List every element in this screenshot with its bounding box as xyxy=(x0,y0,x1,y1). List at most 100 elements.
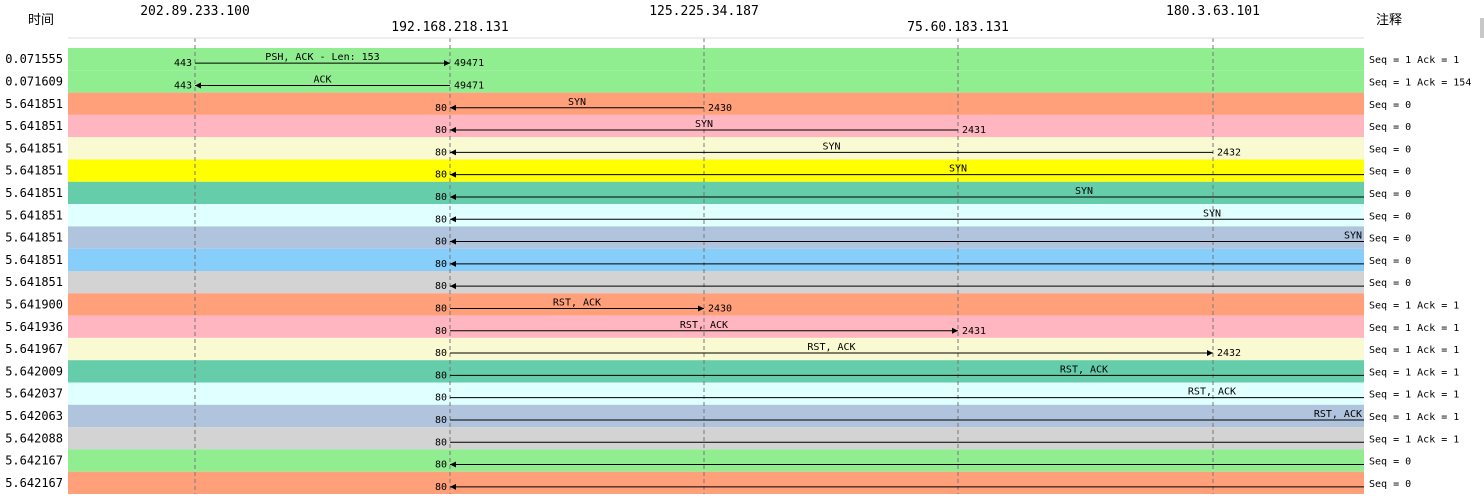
src-port: 80 xyxy=(435,326,447,337)
src-port: 80 xyxy=(435,281,447,292)
rows-layer: 0.071555 Seq = 1 Ack = 1 0.071609 Seq = 1 A… xyxy=(5,48,1471,494)
host-label: 125.225.34.187 xyxy=(649,4,759,19)
src-port: 80 xyxy=(435,415,447,426)
row-background[interactable] xyxy=(68,226,1364,249)
row-time: 5.641851 xyxy=(5,253,63,267)
row-time: 5.641936 xyxy=(5,320,63,334)
packet-message: SYN xyxy=(822,141,840,152)
row-time: 5.642088 xyxy=(5,431,63,445)
row-background[interactable] xyxy=(68,404,1364,428)
dst-port: 2430 xyxy=(708,303,732,314)
row-background[interactable] xyxy=(68,449,1364,472)
packet-message: RST, ACK xyxy=(680,320,728,331)
row-time: 0.071609 xyxy=(5,74,63,88)
row-note: Seq = 0 xyxy=(1369,100,1411,111)
dst-port: 2431 xyxy=(962,125,986,136)
arrowhead-right-icon xyxy=(444,60,450,67)
row-background[interactable] xyxy=(68,248,1364,271)
row-note: Seq = 0 xyxy=(1369,122,1411,133)
row-background[interactable] xyxy=(68,92,1364,115)
row-note: Seq = 0 xyxy=(1369,167,1411,178)
row-time: 5.641851 xyxy=(5,186,63,200)
src-port: 80 xyxy=(435,348,447,359)
arrowhead-left-icon xyxy=(450,127,456,134)
src-port: 80 xyxy=(435,170,447,181)
arrowhead-left-icon xyxy=(450,149,456,156)
row-note: Seq = 1 Ack = 1 xyxy=(1369,323,1459,334)
row-note: Seq = 0 xyxy=(1369,211,1411,222)
arrowhead-left-icon xyxy=(450,238,456,245)
row-note: Seq = 1 Ack = 154 xyxy=(1369,77,1471,88)
row-background[interactable] xyxy=(68,204,1364,227)
src-port: 80 xyxy=(435,482,447,493)
arrowhead-left-icon xyxy=(450,104,456,111)
dst-port: 2430 xyxy=(708,103,732,114)
src-port: 80 xyxy=(435,214,447,225)
row-time: 5.642167 xyxy=(5,476,63,490)
row-note: Seq = 1 Ack = 1 xyxy=(1369,300,1459,311)
host-label: 192.168.218.131 xyxy=(391,20,508,35)
row-background[interactable] xyxy=(68,48,1364,71)
packet-message: SYN xyxy=(949,164,967,175)
row-time: 5.641967 xyxy=(5,342,63,356)
host-label: 202.89.233.100 xyxy=(140,4,250,19)
time-column-header: 时间 xyxy=(28,13,54,28)
row-background[interactable] xyxy=(68,114,1364,138)
src-port: 80 xyxy=(435,370,447,381)
note-column-header: 注释 xyxy=(1376,13,1402,28)
row-note: Seq = 1 Ack = 1 xyxy=(1369,345,1459,356)
row-background[interactable] xyxy=(68,159,1364,182)
arrows-layer: 443 49471 PSH, ACK - Len: 153 443 49471 ACK 80… xyxy=(174,52,1364,493)
row-note: Seq = 1 Ack = 1 xyxy=(1369,390,1459,401)
row-background[interactable] xyxy=(68,382,1364,405)
src-port: 80 xyxy=(435,125,447,136)
packet-message: PSH, ACK - Len: 153 xyxy=(265,52,379,63)
row-note: Seq = 0 xyxy=(1369,189,1411,200)
packet-message: RST, ACK xyxy=(1314,409,1362,420)
packet-message: RST, ACK xyxy=(1188,387,1236,398)
dst-port: 49471 xyxy=(454,80,484,91)
src-port: 80 xyxy=(435,437,447,448)
row-background[interactable] xyxy=(68,427,1364,450)
src-port: 80 xyxy=(435,192,447,203)
src-port: 80 xyxy=(435,237,447,248)
arrowhead-left-icon xyxy=(450,193,456,200)
row-time: 5.642063 xyxy=(5,409,63,423)
src-port: 80 xyxy=(435,147,447,158)
row-note: Seq = 0 xyxy=(1369,144,1411,155)
row-background[interactable] xyxy=(68,315,1364,338)
row-background[interactable] xyxy=(68,360,1364,383)
row-time: 5.641851 xyxy=(5,97,63,111)
row-time: 5.642037 xyxy=(5,387,63,401)
row-time: 5.641851 xyxy=(5,141,63,155)
row-note: Seq = 1 Ack = 1 xyxy=(1369,55,1459,66)
row-background[interactable] xyxy=(68,271,1364,294)
arrowhead-left-icon xyxy=(450,171,456,178)
vertical-scrollbar[interactable] xyxy=(1480,18,1484,38)
row-note: Seq = 0 xyxy=(1369,256,1411,267)
row-background[interactable] xyxy=(68,70,1364,93)
src-port: 80 xyxy=(435,303,447,314)
row-time: 0.071555 xyxy=(5,52,63,66)
src-port: 80 xyxy=(435,393,447,404)
arrowhead-left-icon xyxy=(450,216,456,223)
packet-message: SYN xyxy=(695,119,713,130)
row-background[interactable] xyxy=(68,137,1364,160)
packet-message: RST, ACK xyxy=(1060,364,1108,375)
packet-message: RST, ACK xyxy=(553,297,601,308)
row-time: 5.641851 xyxy=(5,119,63,133)
arrowhead-left-icon xyxy=(450,283,456,290)
row-note: Seq = 1 Ack = 1 xyxy=(1369,434,1459,445)
row-note: Seq = 0 xyxy=(1369,479,1411,490)
row-background[interactable] xyxy=(68,293,1364,316)
row-background[interactable] xyxy=(68,337,1364,361)
row-background[interactable] xyxy=(68,181,1364,205)
host-label: 180.3.63.101 xyxy=(1166,4,1260,19)
arrowhead-left-icon xyxy=(195,82,201,89)
row-note: Seq = 1 Ack = 1 xyxy=(1369,412,1459,423)
src-port: 80 xyxy=(435,460,447,471)
row-background[interactable] xyxy=(68,471,1364,494)
dst-port: 2432 xyxy=(1217,348,1241,359)
row-time: 5.641851 xyxy=(5,208,63,222)
arrowhead-right-icon xyxy=(952,327,958,334)
